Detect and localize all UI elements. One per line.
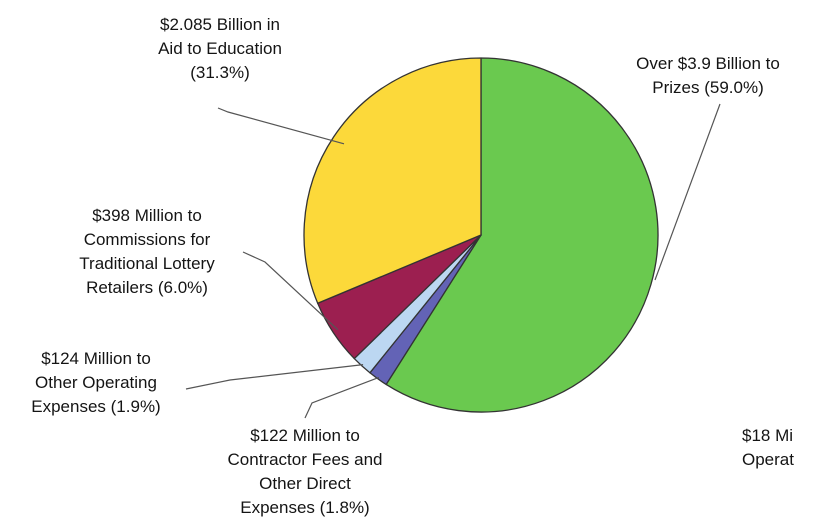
label-retailer-commissions: $398 Million to Commissions for Traditio… xyxy=(79,206,215,297)
leader-line-retailer-commissions xyxy=(242,251,339,331)
pie-slice-aid-to-education xyxy=(303,57,482,304)
label-prizes: Over $3.9 Billion to Prizes (59.0%) xyxy=(636,54,780,97)
pie-slice-prizes xyxy=(385,57,659,413)
label-aid-to-education: $2.085 Billion in Aid to Education (31.3… xyxy=(158,15,282,82)
label-cropped-operating: $18 Mi Operat xyxy=(742,426,794,469)
label-contractor-fees: $122 Million to Contractor Fees and Othe… xyxy=(227,426,383,517)
label-other-operating-expenses: $124 Million to Other Operating Expenses… xyxy=(31,349,161,416)
leader-line-other-operating-expenses xyxy=(185,364,364,390)
leader-line-aid-to-education xyxy=(217,107,345,145)
leader-line-prizes xyxy=(654,103,721,281)
leader-line-contractor-fees xyxy=(304,376,380,419)
